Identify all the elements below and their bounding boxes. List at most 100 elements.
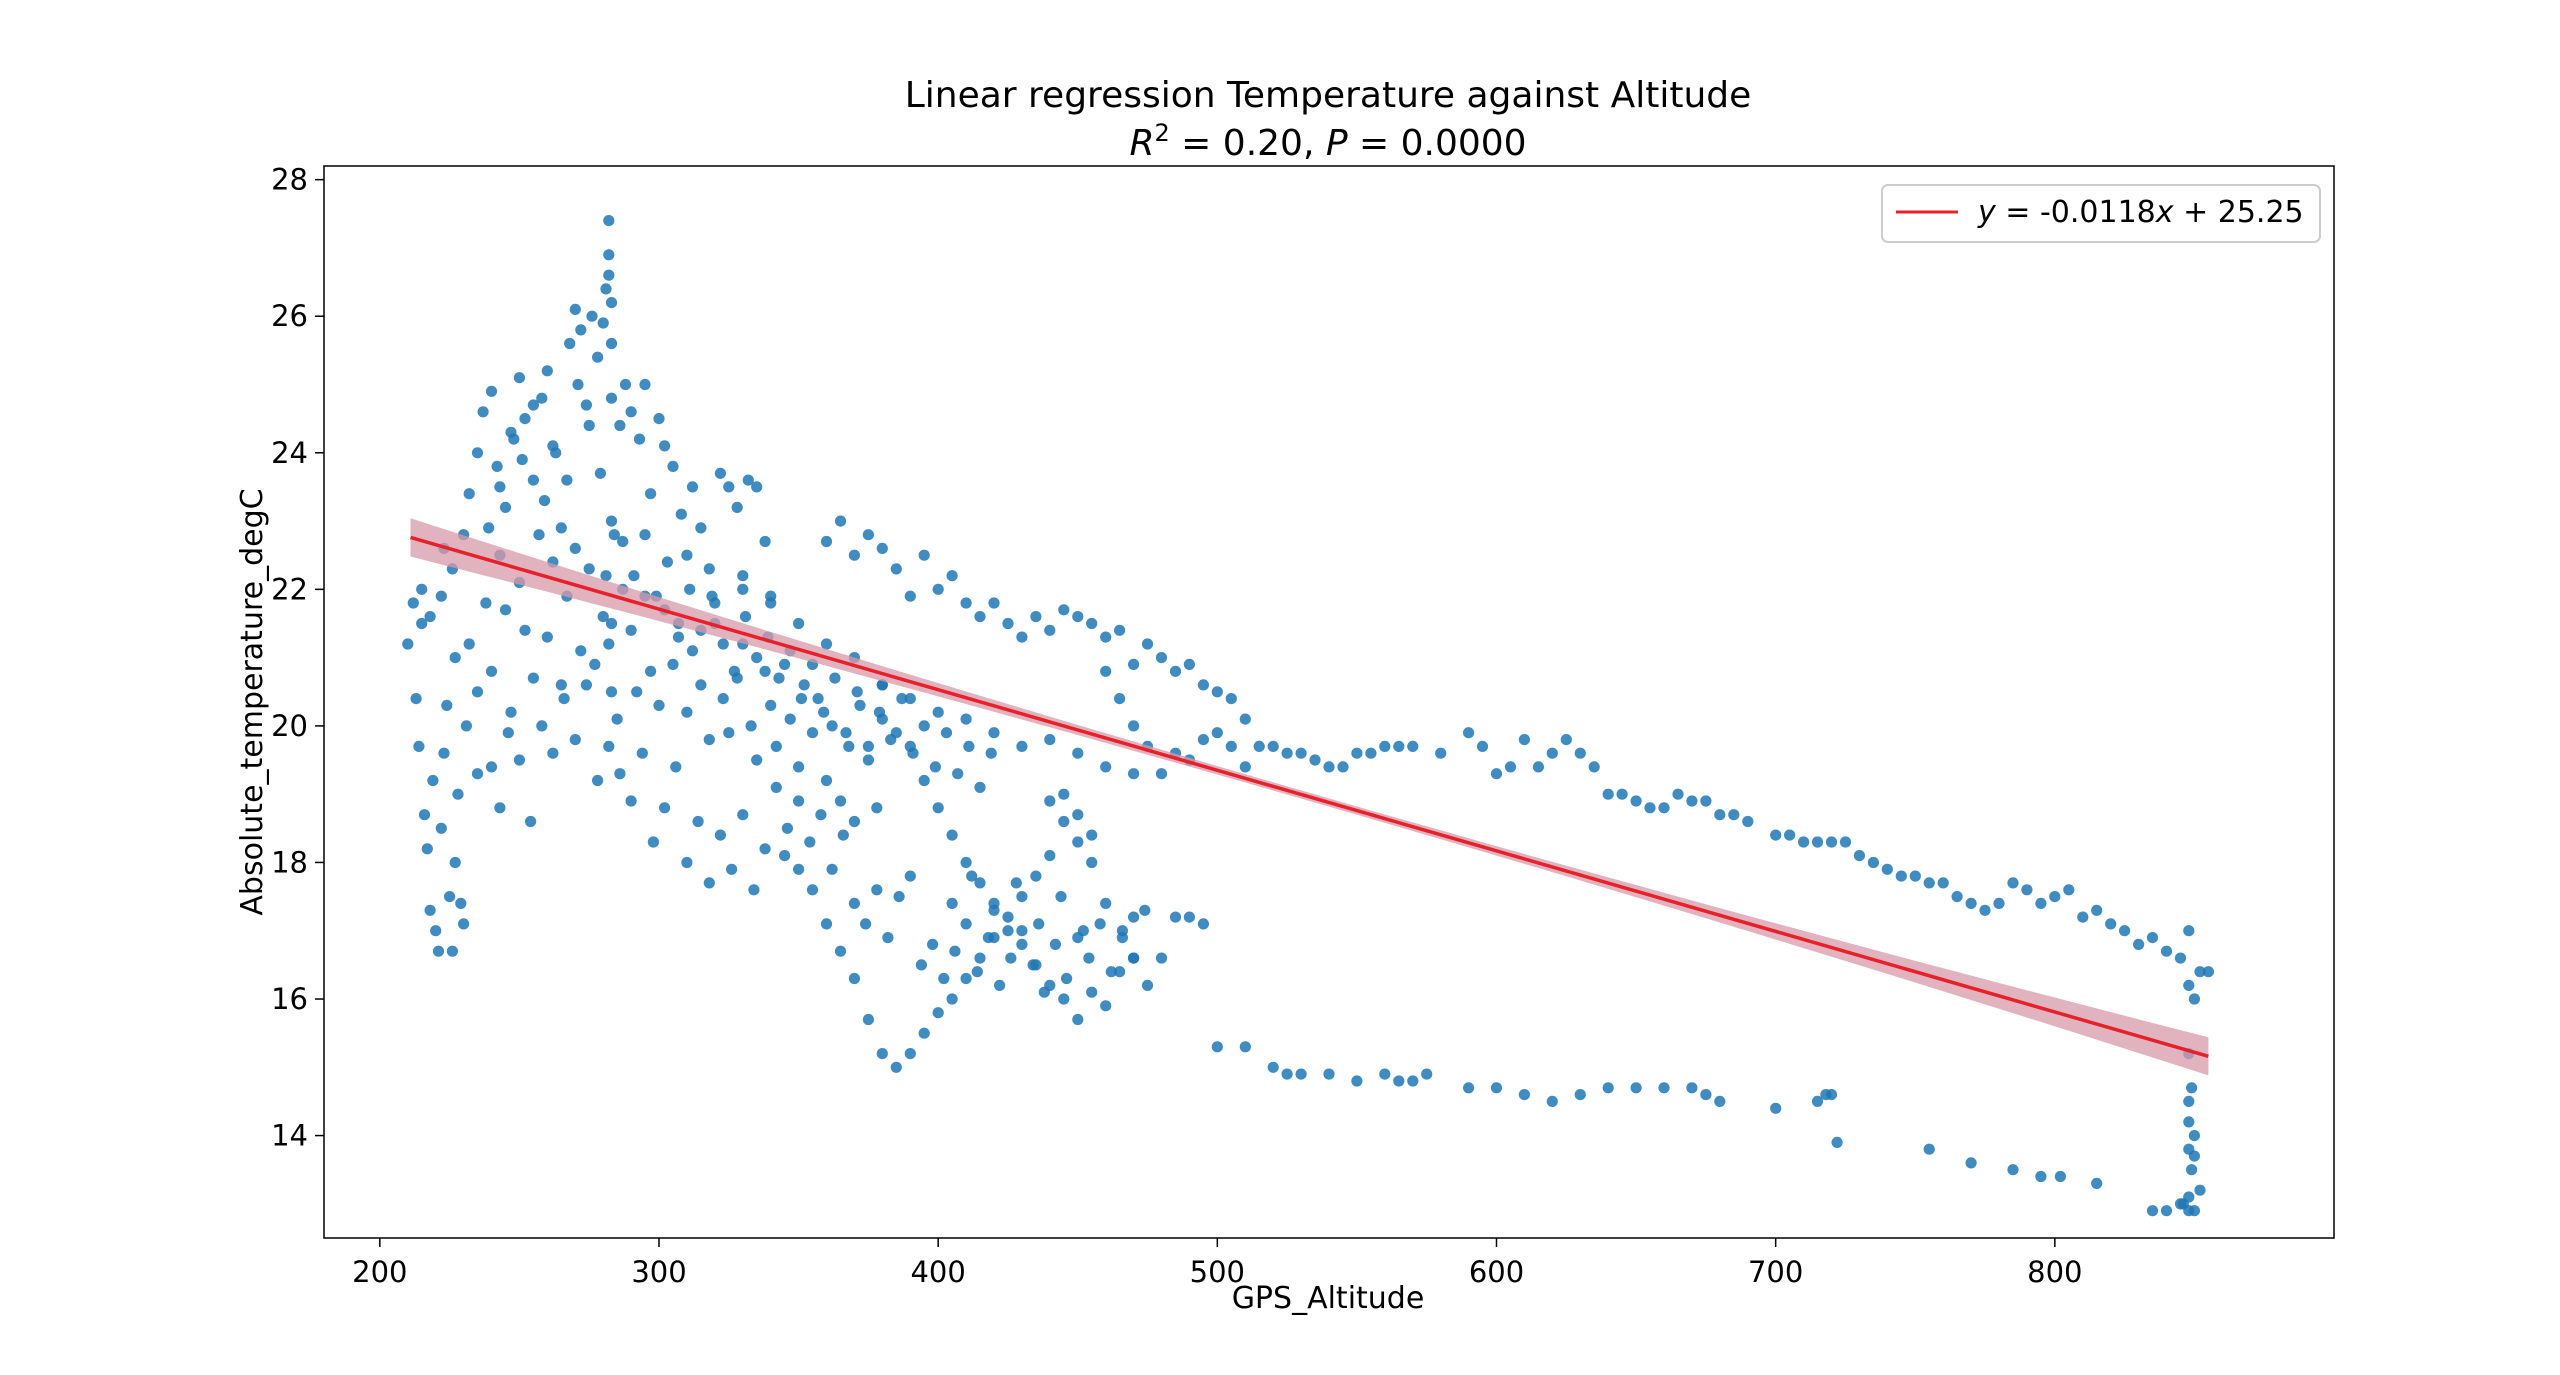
data-point (1588, 761, 1600, 773)
data-point (2146, 932, 2159, 944)
data-point (1005, 952, 1017, 964)
data-point (1100, 631, 1112, 643)
r2-symbol: R (1129, 123, 1154, 164)
data-point (463, 638, 475, 650)
scatter-points (402, 215, 2214, 1217)
data-point (862, 1013, 875, 1026)
data-point (449, 652, 461, 664)
data-point (449, 856, 461, 869)
data-point (1770, 1102, 1782, 1114)
data-point (1002, 925, 1014, 937)
data-point (2105, 918, 2117, 930)
data-point (2186, 1164, 2198, 1176)
data-point (779, 850, 791, 862)
data-point (1881, 863, 1893, 875)
data-point (435, 590, 447, 602)
data-point (597, 317, 609, 329)
data-point (960, 972, 972, 985)
data-point (605, 392, 618, 404)
data-point (1267, 1061, 1279, 1073)
data-point (1379, 740, 1391, 753)
data-point (1072, 1013, 1084, 1026)
data-point (645, 488, 657, 500)
data-point (1239, 761, 1251, 773)
data-point (834, 515, 847, 527)
data-point (435, 822, 447, 834)
data-point (647, 836, 660, 848)
data-point (971, 966, 983, 978)
data-point (862, 740, 875, 753)
data-point (1225, 693, 1237, 705)
data-point (974, 952, 986, 964)
y-axis: 14 16 18 20 22 24 26 28 (271, 163, 324, 1153)
data-point (848, 815, 861, 828)
legend-box (1881, 184, 2321, 243)
data-point (402, 638, 414, 650)
data-point (1016, 938, 1028, 951)
data-point (1686, 795, 1698, 807)
data-point (441, 699, 453, 712)
data-point (1083, 952, 1095, 964)
data-point (966, 870, 978, 882)
data-point (759, 665, 771, 677)
data-point (960, 597, 972, 609)
chart-title: Linear regression Temperature against Al… (905, 75, 1752, 116)
data-point (918, 720, 930, 732)
data-point (494, 802, 506, 814)
data-point (946, 897, 958, 910)
data-point (564, 337, 576, 350)
data-point (1044, 850, 1056, 862)
data-point (723, 481, 735, 493)
data-point (614, 768, 626, 780)
data-point (1895, 870, 1907, 882)
data-point (458, 918, 470, 930)
data-point (625, 624, 637, 636)
data-point (1044, 624, 1056, 636)
data-point (714, 829, 727, 841)
y-tick-label: 26 (271, 299, 308, 333)
data-point (1094, 918, 1106, 930)
data-point (1049, 938, 1061, 951)
data-point (424, 611, 436, 623)
data-point (1672, 788, 1684, 800)
data-point (904, 870, 916, 882)
data-point (1407, 1075, 1419, 1087)
data-point (550, 447, 562, 459)
data-point (519, 413, 531, 425)
data-point (871, 802, 883, 814)
data-point (418, 809, 431, 821)
data-point (430, 925, 442, 937)
data-point (739, 611, 752, 623)
data-point (692, 815, 704, 828)
data-point (1644, 802, 1656, 814)
p-symbol: P (1326, 123, 1348, 164)
data-point (1281, 747, 1293, 759)
data-point (851, 686, 863, 698)
data-point (661, 556, 674, 568)
data-point (2063, 884, 2075, 896)
data-point (1100, 761, 1112, 773)
data-point (1072, 836, 1084, 848)
data-point (751, 481, 763, 493)
data-point (1867, 856, 1879, 869)
data-point (541, 631, 553, 643)
data-point (770, 781, 782, 794)
data-point (1100, 1000, 1112, 1012)
data-point (1518, 734, 1530, 746)
data-point (589, 658, 601, 671)
data-point (1211, 727, 1223, 739)
data-point (597, 611, 609, 623)
data-point (1155, 768, 1168, 780)
data-point (1435, 747, 1447, 759)
data-point (483, 522, 495, 534)
data-point (929, 761, 942, 773)
data-point (1965, 897, 1977, 910)
data-point (583, 563, 595, 575)
data-point (1798, 836, 1810, 848)
regression-line (410, 535, 2209, 1058)
data-point (569, 542, 581, 555)
data-point (2186, 1082, 2198, 1094)
data-point (927, 938, 939, 951)
data-point (893, 891, 905, 903)
data-point (952, 768, 964, 780)
